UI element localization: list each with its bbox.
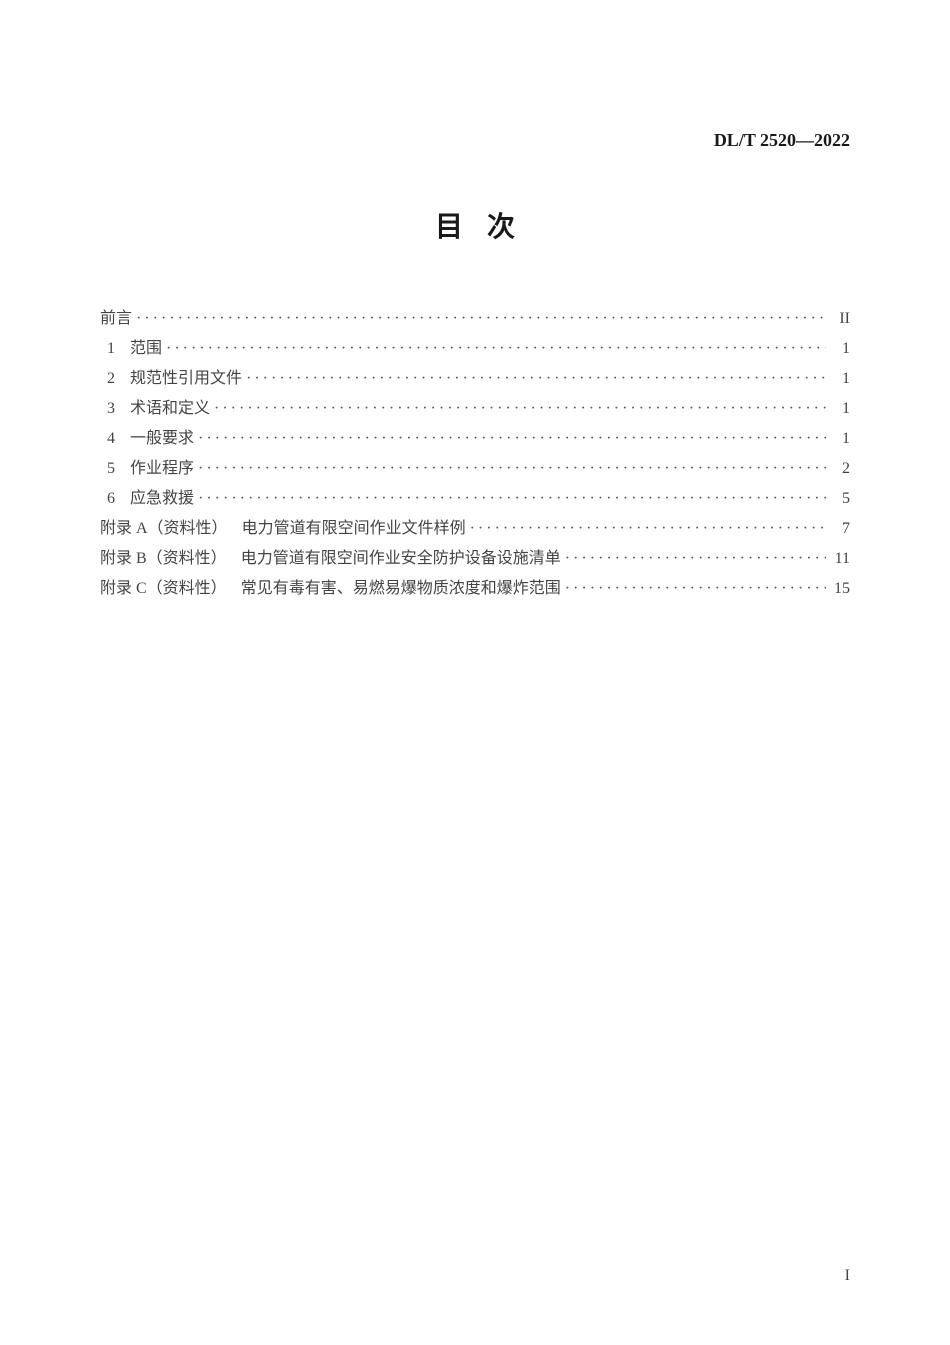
toc-entry-page: 7: [830, 515, 850, 543]
toc-appendix-prefix: 附录 B（资料性）: [100, 545, 227, 573]
table-of-contents: 前言······································…: [100, 305, 850, 603]
toc-entry-page: 1: [830, 335, 850, 363]
toc-leader-dots: ········································…: [136, 305, 826, 333]
toc-entry: 1 范围·····································…: [100, 335, 850, 363]
toc-entry-number: 3: [100, 395, 122, 423]
toc-entry-page: 5: [830, 485, 850, 513]
toc-appendix-prefix: 附录 C（资料性）: [100, 575, 227, 603]
toc-entry: 6 应急救援···································…: [100, 485, 850, 513]
toc-leader-dots: ········································…: [565, 545, 826, 573]
toc-entry: 3 术语和定义··································…: [100, 395, 850, 423]
toc-entry-page: 1: [830, 425, 850, 453]
toc-entry: 附录 C（资料性） 常见有毒有害、易燃易爆物质浓度和爆炸范围···········…: [100, 575, 850, 603]
toc-entry-label: 范围: [130, 335, 162, 363]
toc-entry-label: 规范性引用文件: [130, 365, 242, 393]
toc-leader-dots: ········································…: [198, 425, 826, 453]
toc-entry: 4 一般要求···································…: [100, 425, 850, 453]
toc-entry-page: 11: [830, 545, 850, 573]
standard-code: DL/T 2520—2022: [714, 130, 850, 151]
toc-entry-label: 应急救援: [130, 485, 194, 513]
toc-leader-dots: ········································…: [565, 575, 826, 603]
toc-entry-label: 作业程序: [130, 455, 194, 483]
toc-entry-label: 术语和定义: [130, 395, 210, 423]
toc-leader-dots: ········································…: [470, 515, 826, 543]
toc-entry-label: 前言: [100, 305, 132, 333]
toc-entry: 5 作业程序···································…: [100, 455, 850, 483]
toc-entry-page: II: [830, 305, 850, 333]
toc-entry-page: 1: [830, 395, 850, 423]
toc-appendix-title: 电力管道有限空间作业安全防护设备设施清单: [241, 545, 561, 573]
toc-entry-number: 5: [100, 455, 122, 483]
page-title: 目次: [100, 205, 850, 245]
toc-entry: 附录 B（资料性） 电力管道有限空间作业安全防护设备设施清单···········…: [100, 545, 850, 573]
toc-leader-dots: ········································…: [214, 395, 826, 423]
toc-leader-dots: ········································…: [198, 485, 826, 513]
toc-entry-number: 4: [100, 425, 122, 453]
toc-entry-number: 1: [100, 335, 122, 363]
toc-entry-number: 6: [100, 485, 122, 513]
toc-appendix-title: 常见有毒有害、易燃易爆物质浓度和爆炸范围: [241, 575, 561, 603]
toc-appendix-prefix: 附录 A（资料性）: [100, 515, 228, 543]
toc-leader-dots: ········································…: [166, 335, 826, 363]
toc-appendix-title: 电力管道有限空间作业文件样例: [242, 515, 466, 543]
toc-entry-page: 1: [830, 365, 850, 393]
page-number: I: [845, 1267, 850, 1285]
toc-entry: 前言······································…: [100, 305, 850, 333]
toc-leader-dots: ········································…: [246, 365, 826, 393]
toc-entry: 附录 A（资料性） 电力管道有限空间作业文件样例·················…: [100, 515, 850, 543]
toc-entry-number: 2: [100, 365, 122, 393]
document-page: DL/T 2520—2022 目次 前言····················…: [0, 0, 950, 1345]
toc-entry: 2 规范性引用文件································…: [100, 365, 850, 393]
toc-entry-page: 15: [830, 575, 850, 603]
toc-entry-page: 2: [830, 455, 850, 483]
toc-leader-dots: ········································…: [198, 455, 826, 483]
toc-entry-label: 一般要求: [130, 425, 194, 453]
